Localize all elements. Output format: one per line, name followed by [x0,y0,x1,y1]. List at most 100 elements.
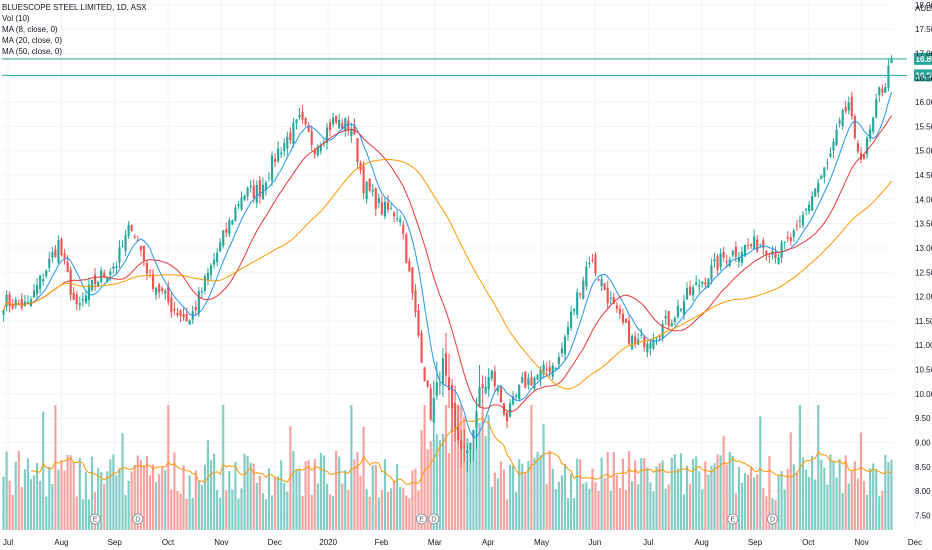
volume-bar [704,461,707,530]
volume-bar [155,482,158,530]
price-tick-label: 9.00 [915,438,931,447]
volume-bar [591,468,594,530]
candle-body [496,388,499,392]
volume-bar [804,469,808,530]
candle-body [515,395,518,397]
candle-body [75,294,78,304]
volume-bar [93,492,97,530]
volume-bar [167,405,170,530]
event-label: D [135,517,140,524]
volume-bar [478,423,481,530]
volume-bar [57,469,60,530]
candle-body [432,397,435,423]
price-tick-label: 12.00 [915,293,932,302]
time-tick-label: Aug [694,538,708,547]
candle-body [286,136,289,149]
volume-bar [322,455,325,530]
candle-body [338,119,341,129]
symbol-title[interactable]: BLUESCOPE STEEL LIMITED, 1D, ASX [2,3,147,12]
candle-body [667,311,670,327]
candle-body [176,312,179,315]
candle-body [377,198,380,204]
candle-body [713,259,716,262]
volume-bar [118,468,121,530]
candle-body [649,342,652,349]
event-marker: E [89,513,101,525]
volume-bar [396,463,399,530]
volume-bar [518,459,521,530]
price-tick-label: 13.50 [915,220,932,229]
candle-body [508,403,512,417]
volume-bar [164,470,167,530]
volume-bar [624,490,628,530]
candle-body [435,382,438,396]
volume-bar [335,450,338,530]
candle-body [133,236,136,238]
volume-bar [609,490,612,530]
candle-body [167,286,170,302]
volume-bar [451,405,454,530]
volume-bar [280,460,283,530]
legend-indicator-ma8[interactable]: MA (8, close, 0) [2,25,58,34]
volume-bar [710,465,713,530]
volume-bar [124,494,127,530]
candle-body [121,246,124,248]
volume-bar [84,472,87,530]
volume-bar [533,457,536,530]
candle-body [658,336,661,338]
volume-bar [353,459,356,530]
candle-body [865,137,869,155]
volume-bar [646,467,649,530]
volume-bar [475,410,478,530]
legend-indicator-ma50[interactable]: MA (50, close, 0) [2,47,63,56]
price-tag-label: 16.55 [916,71,932,80]
time-axis[interactable]: Jul Aug Sep Oct Nov Dec 2020 Feb Mar Apr May Jun Jul… [3,538,922,547]
volume-bar [417,490,420,530]
volume-bar [209,460,213,530]
legend-indicator-vol[interactable]: Vol (10) [2,14,30,23]
candle-body [850,96,853,117]
candle-body [759,244,762,246]
candle-body [719,253,722,268]
candle-body [81,299,84,301]
volume-bar [298,468,301,530]
time-tick-label: Mar [428,538,442,547]
legend-indicator-ma20[interactable]: MA (20, close, 0) [2,36,63,45]
candle-body [603,282,606,291]
candle-body [472,429,475,438]
price-tag-box [914,52,932,65]
candle-body [481,384,484,388]
chart-legend: BLUESCOPE STEEL LIMITED, 1D, ASX Vol (10… [2,2,147,57]
volume-bar [823,467,826,530]
candle-body [768,255,771,257]
candle-body [725,261,728,263]
price-axis[interactable]: 18.00 17.50 17.00 16.50 16.00 15.50 15.00 14.50… [915,1,932,521]
candle-body [87,284,91,300]
candle-body [817,182,820,193]
volume-bar [17,450,20,530]
candle-body [78,303,81,305]
volume-bar [505,499,509,530]
volume-bar [243,453,246,530]
candle-body [795,225,798,227]
volume-bar [347,489,350,530]
candlesticks [2,55,893,472]
candle-body [823,167,826,178]
candle-body [264,182,268,190]
event-marker: E [727,513,739,525]
candle-body [756,239,759,252]
candle-body [368,178,371,191]
volume-bar [234,461,237,530]
candle-body [875,99,878,118]
volume-bar [737,467,740,530]
volume-bar [42,411,45,530]
volume-bar [408,498,411,530]
candle-body [93,274,97,285]
candle-body [490,370,493,379]
candle-body [57,239,60,263]
candle-body [240,197,243,210]
candle-body [197,291,200,314]
volume-bar [420,430,423,530]
volume-bar [566,497,570,530]
